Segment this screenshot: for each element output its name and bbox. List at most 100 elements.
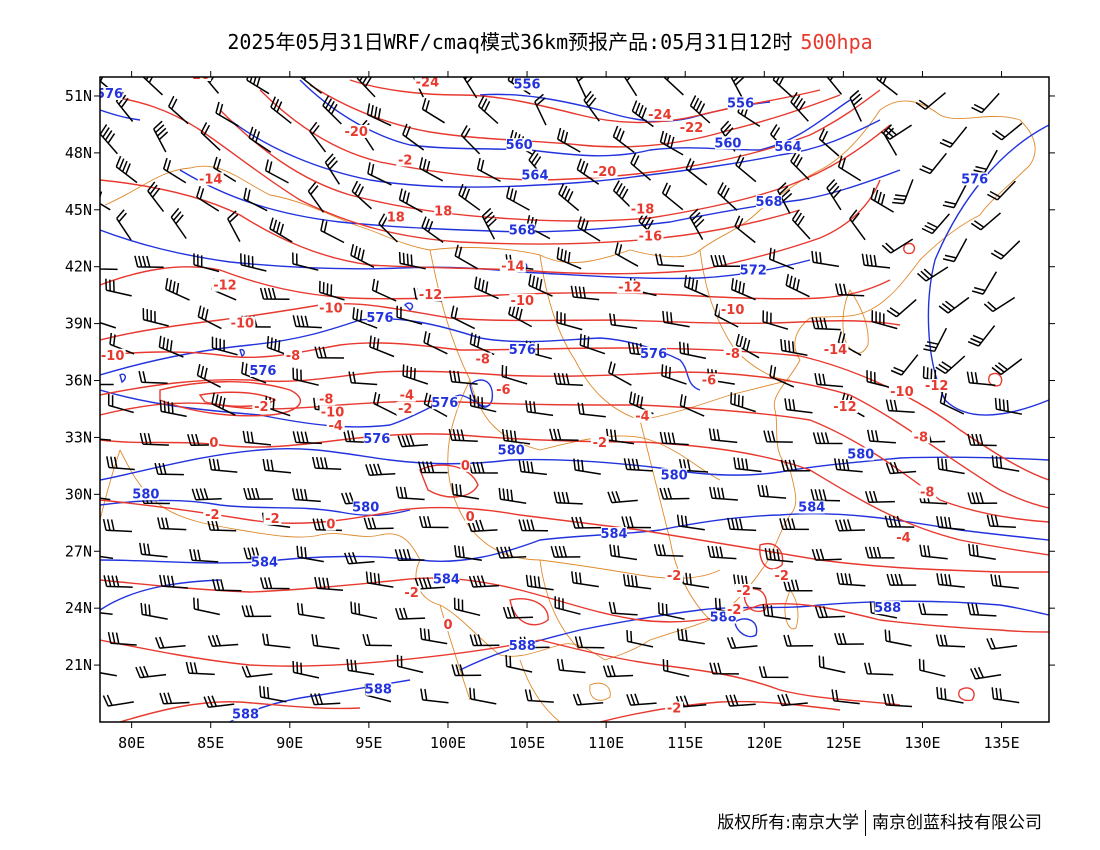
wind-barb <box>318 280 345 301</box>
latitude-labels: 51N 48N 45N 42N 39N 36N 33N 30N 27N 24N 21N <box>65 87 92 674</box>
wind-barb <box>785 273 810 298</box>
wind-barb <box>140 602 168 620</box>
wind-barb <box>631 100 654 128</box>
wind-barb <box>553 372 583 387</box>
wind-barb <box>453 597 481 617</box>
height-label-bg <box>433 572 460 586</box>
wind-barb <box>818 128 840 157</box>
wind-barb <box>525 574 554 591</box>
temp-label-bg <box>460 458 471 472</box>
wind-barb <box>659 130 684 156</box>
temp-label: -10 <box>721 303 745 318</box>
wind-barb <box>241 361 267 384</box>
height-label: 584 <box>251 556 278 571</box>
wind-barb <box>626 693 657 706</box>
height-label-bg <box>132 487 159 501</box>
wind-barb <box>395 486 425 501</box>
wind-barb <box>917 266 949 282</box>
wind-barb <box>246 77 270 95</box>
height-label-bg <box>514 77 541 91</box>
height-label-bg <box>251 555 278 569</box>
wind-barb <box>626 630 654 648</box>
wind-barb <box>661 364 687 385</box>
wind-barb <box>307 181 325 213</box>
temp-label: -10 <box>231 317 255 332</box>
wind-barb <box>942 238 968 263</box>
wind-barb <box>885 461 917 475</box>
temp-label: -24 <box>416 76 440 91</box>
temp-label-bg <box>317 392 336 406</box>
temp-label: -8 <box>914 430 928 445</box>
wind-barb <box>780 459 811 472</box>
lon-tick-label: 110E <box>588 734 624 752</box>
wind-barb <box>605 428 635 445</box>
province-boundary-b <box>539 254 791 421</box>
wind-barb <box>681 572 710 589</box>
temp-label: -6 <box>496 383 510 398</box>
wind-barb <box>677 628 705 645</box>
temp-label-bg <box>100 348 126 362</box>
wind-barb <box>657 602 685 620</box>
wind-barb <box>577 216 601 242</box>
wind-barb <box>662 310 690 328</box>
wind-barb <box>518 519 549 532</box>
temp-label-bg <box>646 107 673 121</box>
wind-barb <box>100 124 118 155</box>
temp-label: -4 <box>896 531 910 546</box>
wind-barb <box>863 662 894 676</box>
lat-tick-label: 45N <box>65 201 92 219</box>
pressure-level: 500hpa <box>800 30 873 54</box>
wind-barb <box>725 694 756 707</box>
temp-label-bg <box>616 280 643 294</box>
wind-barb <box>378 213 398 243</box>
temp-label: -12 <box>925 379 949 394</box>
temp-label: -2 <box>667 702 681 717</box>
wind-barb <box>986 514 1016 528</box>
wind-barb <box>621 516 652 529</box>
height-label-bg <box>727 96 754 110</box>
wind-barb <box>579 333 606 355</box>
wind-barb <box>655 253 685 267</box>
wind-barb <box>833 458 863 473</box>
wind-barb <box>884 515 915 528</box>
temp-label-bg <box>396 401 415 415</box>
wind-barb <box>991 358 1023 376</box>
wind-barb <box>791 209 811 240</box>
wind-barb <box>915 92 946 110</box>
lat-tick-label: 36N <box>65 372 92 390</box>
temp-label-bg <box>831 399 858 413</box>
wind-barb <box>367 162 392 186</box>
temp-label: -2 <box>737 584 751 599</box>
wind-barb <box>986 637 1018 650</box>
wind-barb <box>662 659 690 678</box>
wind-barb <box>735 333 760 359</box>
height-label-bg <box>509 223 536 237</box>
wind-barb <box>458 183 481 211</box>
wind-barb <box>454 545 483 561</box>
copyright-text: 版权所有:南京大学 <box>717 813 859 833</box>
temp-label-bg <box>591 164 618 178</box>
height-label-bg <box>498 443 525 457</box>
temp-label-bg <box>417 288 444 302</box>
wind-barb <box>991 455 1020 472</box>
map-frame <box>99 76 1050 723</box>
wind-barb <box>135 665 167 679</box>
height-label: 584 <box>798 501 825 516</box>
wind-barb <box>421 216 444 244</box>
wind-barb <box>505 655 533 673</box>
temp-label: -16 <box>639 229 663 244</box>
wind-barb <box>259 287 290 301</box>
wind-barb <box>243 187 268 212</box>
wind-barb <box>663 77 684 96</box>
temp-contour-m18 <box>219 109 891 222</box>
wind-barb <box>460 125 481 155</box>
wind-barb <box>350 601 378 620</box>
temp-label: -4 <box>400 389 414 404</box>
wind-barb <box>708 428 738 444</box>
height-label-bg <box>366 310 393 324</box>
wind-barb <box>679 394 705 417</box>
wind-barb <box>394 548 425 562</box>
wind-barb <box>372 392 398 416</box>
height-label: 556 <box>727 96 754 111</box>
wind-barb <box>811 317 841 331</box>
